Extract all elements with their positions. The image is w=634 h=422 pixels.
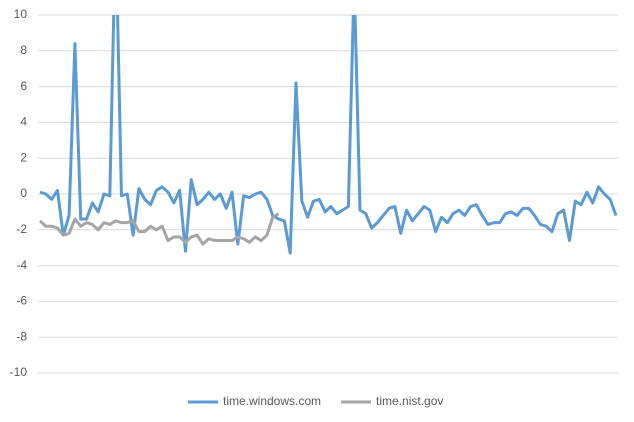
legend-label: time.nist.gov (376, 394, 443, 408)
y-tick-label: -10 (10, 365, 28, 379)
y-tick-label: 0 (20, 186, 27, 200)
y-tick-label: -4 (16, 258, 27, 272)
y-tick-label: -6 (16, 294, 27, 308)
y-tick-label: 4 (20, 115, 27, 129)
y-tick-label: 2 (20, 150, 27, 164)
series-line (38, 212, 280, 246)
plot-area (38, 15, 618, 255)
y-tick-label: -2 (16, 222, 27, 236)
y-tick-label: 10 (14, 7, 28, 21)
y-tick-label: 8 (20, 43, 27, 57)
y-tick-label: -8 (16, 329, 27, 343)
y-tick-label: 6 (20, 79, 27, 93)
series-line (39, 15, 618, 255)
legend-label: time.windows.com (223, 394, 321, 408)
